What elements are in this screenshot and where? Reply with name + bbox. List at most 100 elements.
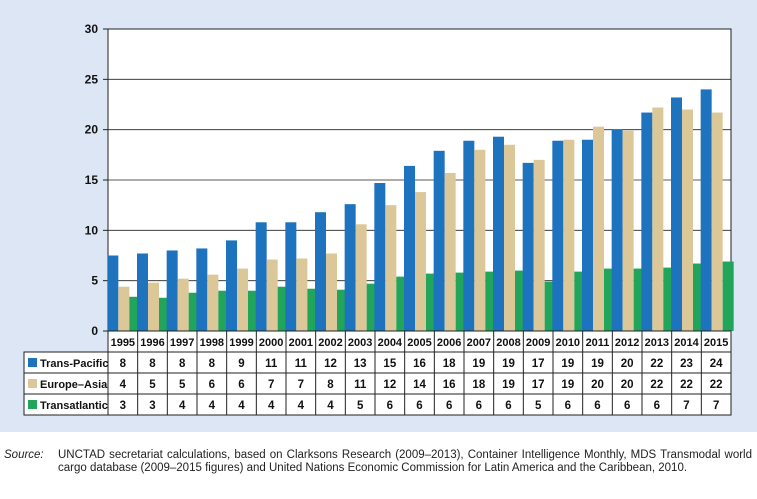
table-cell-europe-asia: 20 (591, 379, 604, 391)
category-label: 1995 (111, 337, 135, 349)
category-label: 2009 (526, 337, 550, 349)
bar-europe-asia-2012 (622, 130, 634, 331)
bar-transatlantic-2010 (574, 271, 586, 331)
category-label: 2012 (615, 337, 639, 349)
table-cell-trans-pacific: 19 (472, 358, 485, 370)
bar-europe-asia-1995 (118, 286, 130, 331)
bar-transatlantic-2004 (396, 276, 408, 331)
table-cell-europe-asia: 20 (621, 379, 634, 391)
bar-europe-asia-2004 (385, 205, 397, 331)
table-cell-trans-pacific: 8 (120, 358, 127, 370)
legend-label-transatlantic: Transatlantic (40, 400, 108, 412)
bar-trans-pacific-2011 (582, 139, 593, 331)
chart-panel: 0 5 10 15 20 25 30 1995 1996 1997 1998 1999 2000 2001… (0, 0, 757, 432)
table-cell-transatlantic: 4 (209, 400, 216, 412)
table-cell-trans-pacific: 11 (295, 358, 308, 370)
bar-transatlantic-2001 (307, 288, 319, 331)
bar-trans-pacific-2010 (552, 140, 564, 331)
table-cell-transatlantic: 5 (535, 400, 542, 412)
table-cell-transatlantic: 6 (654, 400, 660, 412)
table-cell-transatlantic: 4 (238, 400, 245, 412)
bar-transatlantic-2011 (604, 268, 615, 331)
bar-trans-pacific-2007 (463, 140, 475, 331)
table-cell-trans-pacific: 11 (265, 358, 278, 370)
source-label: Source: (4, 449, 44, 461)
category-label: 2010 (556, 337, 580, 349)
table-cell-trans-pacific: 22 (650, 358, 663, 370)
bar-transatlantic-2012 (633, 268, 645, 331)
bar-trans-pacific-1999 (226, 240, 237, 331)
table-cell-trans-pacific: 17 (532, 358, 545, 370)
bar-trans-pacific-2001 (285, 222, 297, 331)
bar-europe-asia-2015 (711, 112, 723, 331)
bar-transatlantic-2009 (544, 281, 556, 331)
table-cell-trans-pacific: 24 (710, 358, 723, 370)
table-cell-trans-pacific: 9 (238, 358, 244, 370)
bar-transatlantic-1997 (188, 292, 200, 331)
table-cell-trans-pacific: 16 (413, 358, 426, 370)
table-cell-trans-pacific: 20 (621, 358, 634, 370)
category-label: 2011 (586, 337, 610, 349)
bar-trans-pacific-2013 (641, 112, 653, 331)
bar-europe-asia-2002 (326, 253, 337, 331)
bar-europe-asia-2007 (474, 149, 486, 331)
table-cell-europe-asia: 6 (238, 379, 244, 391)
category-label: 2015 (704, 337, 728, 349)
category-label: 2003 (348, 337, 372, 349)
category-label: 2004 (378, 337, 403, 349)
table-cell-transatlantic: 6 (387, 400, 393, 412)
table-cell-transatlantic: 5 (357, 400, 364, 412)
bar-trans-pacific-2003 (344, 204, 356, 331)
bar-transatlantic-2006 (455, 272, 467, 331)
bar-europe-asia-2009 (533, 159, 545, 331)
table-cell-transatlantic: 4 (179, 400, 186, 412)
table-cell-europe-asia: 7 (268, 379, 274, 391)
bar-trans-pacific-1998 (196, 248, 208, 331)
table-cell-transatlantic: 4 (327, 400, 334, 412)
category-label: 2000 (259, 337, 283, 349)
bar-trans-pacific-2005 (404, 165, 415, 331)
table-cell-europe-asia: 17 (532, 379, 545, 391)
table-cell-europe-asia: 5 (149, 379, 156, 391)
table-cell-transatlantic: 6 (624, 400, 630, 412)
table-cell-trans-pacific: 19 (561, 358, 574, 370)
bar-trans-pacific-2009 (522, 162, 534, 331)
table-cell-trans-pacific: 18 (443, 358, 456, 370)
category-label: 1998 (200, 337, 224, 349)
y-tick-label: 20 (85, 123, 99, 137)
bar-trans-pacific-2008 (493, 136, 504, 331)
table-cell-europe-asia: 22 (710, 379, 723, 391)
bar-europe-asia-2010 (563, 139, 575, 331)
bar-trans-pacific-2014 (671, 97, 682, 331)
table-cell-europe-asia: 4 (120, 379, 127, 391)
table-cell-europe-asia: 19 (502, 379, 515, 391)
table-cell-transatlantic: 3 (149, 400, 155, 412)
bar-trans-pacific-1995 (107, 255, 119, 331)
category-label: 2006 (437, 337, 461, 349)
bar-transatlantic-2000 (277, 286, 289, 331)
table-cell-europe-asia: 19 (561, 379, 574, 391)
table-cell-transatlantic: 7 (683, 400, 689, 412)
category-label: 2008 (496, 337, 520, 349)
bar-transatlantic-1999 (248, 290, 259, 331)
bar-transatlantic-2015 (722, 261, 734, 331)
category-label: 1997 (170, 337, 194, 349)
table-cell-europe-asia: 7 (298, 379, 304, 391)
source-text: UNCTAD secretariat calculations, based o… (58, 449, 752, 474)
bar-transatlantic-1995 (129, 296, 141, 331)
bar-europe-asia-1996 (148, 282, 159, 331)
table-cell-trans-pacific: 19 (502, 358, 515, 370)
bar-trans-pacific-2004 (374, 183, 386, 331)
legend-swatch-transatlantic (28, 400, 37, 409)
table-cell-trans-pacific: 23 (680, 358, 693, 370)
table-cell-europe-asia: 12 (383, 379, 396, 391)
legend-label-trans-pacific: Trans-Pacific (40, 358, 108, 370)
bar-europe-asia-2001 (296, 258, 308, 331)
table-cell-trans-pacific: 15 (383, 358, 396, 370)
bar-europe-asia-1999 (237, 268, 248, 331)
legend-table (23, 351, 109, 416)
y-tick-label: 0 (91, 324, 98, 338)
legend-swatch-trans-pacific (28, 358, 37, 367)
y-tick-label: 10 (85, 223, 99, 237)
bar-trans-pacific-2000 (255, 222, 267, 331)
